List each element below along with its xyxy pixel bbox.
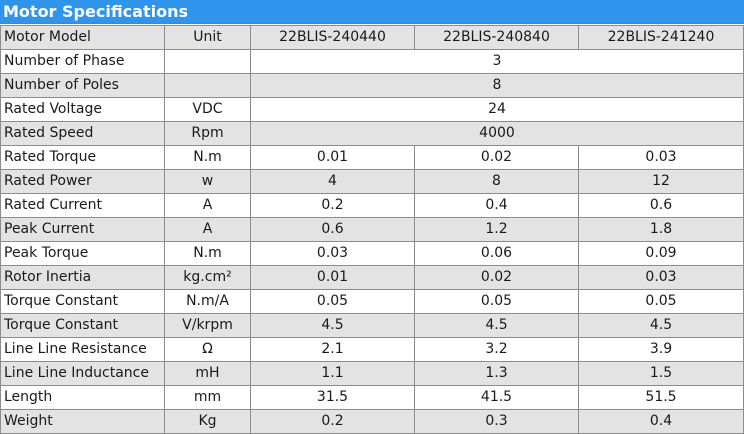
header-row: Motor Model Unit 22BLIS-240440 22BLIS-24… xyxy=(0,25,744,50)
header-model-cell: 22BLIS-241240 xyxy=(578,25,744,50)
table-row: Torque Constant N.m/A 0.05 0.05 0.05 xyxy=(0,289,744,314)
unit-cell: Rpm xyxy=(164,121,251,146)
value-cell-merged: 8 xyxy=(250,73,744,98)
unit-cell: kg.cm² xyxy=(164,265,251,290)
param-cell: Rated Power xyxy=(0,169,165,194)
unit-cell: A xyxy=(164,193,251,218)
value-cell: 0.01 xyxy=(250,145,415,170)
param-cell: Weight xyxy=(0,409,165,434)
table-row: Torque Constant V/krpm 4.5 4.5 4.5 xyxy=(0,313,744,338)
spec-table-body: Motor Model Unit 22BLIS-240440 22BLIS-24… xyxy=(0,25,744,434)
param-cell: Rated Torque xyxy=(0,145,165,170)
unit-cell xyxy=(164,73,251,98)
unit-cell: A xyxy=(164,217,251,242)
table-row: Rated Speed Rpm 4000 xyxy=(0,121,744,146)
table-row: Length mm 31.5 41.5 51.5 xyxy=(0,385,744,410)
param-cell: Number of Phase xyxy=(0,49,165,74)
value-cell: 0.4 xyxy=(414,193,579,218)
unit-cell: V/krpm xyxy=(164,313,251,338)
sheet-title: Motor Specifications xyxy=(0,0,744,24)
param-cell: Torque Constant xyxy=(0,289,165,314)
value-cell: 0.6 xyxy=(578,193,744,218)
value-cell: 4.5 xyxy=(578,313,744,338)
unit-cell: Ω xyxy=(164,337,251,362)
value-cell: 8 xyxy=(414,169,579,194)
value-cell: 3.9 xyxy=(578,337,744,362)
table-row: Rated Current A 0.2 0.4 0.6 xyxy=(0,193,744,218)
value-cell: 0.03 xyxy=(250,241,415,266)
value-cell: 0.01 xyxy=(250,265,415,290)
param-cell: Peak Torque xyxy=(0,241,165,266)
unit-cell: N.m xyxy=(164,241,251,266)
value-cell: 0.3 xyxy=(414,409,579,434)
table-row: Peak Current A 0.6 1.2 1.8 xyxy=(0,217,744,242)
value-cell: 1.2 xyxy=(414,217,579,242)
value-cell: 31.5 xyxy=(250,385,415,410)
header-model-cell: 22BLIS-240840 xyxy=(414,25,579,50)
header-unit-cell: Unit xyxy=(164,25,251,50)
value-cell: 0.09 xyxy=(578,241,744,266)
unit-cell: w xyxy=(164,169,251,194)
unit-cell: Kg xyxy=(164,409,251,434)
value-cell: 4.5 xyxy=(250,313,415,338)
unit-cell: mm xyxy=(164,385,251,410)
table-row: Number of Poles 8 xyxy=(0,73,744,98)
value-cell: 0.02 xyxy=(414,265,579,290)
value-cell: 0.05 xyxy=(578,289,744,314)
value-cell: 12 xyxy=(578,169,744,194)
value-cell: 0.03 xyxy=(578,145,744,170)
param-cell: Number of Poles xyxy=(0,73,165,98)
param-cell: Line Line Inductance xyxy=(0,361,165,386)
unit-cell: N.m/A xyxy=(164,289,251,314)
unit-cell: N.m xyxy=(164,145,251,170)
value-cell: 0.02 xyxy=(414,145,579,170)
table-row: Rotor Inertia kg.cm² 0.01 0.02 0.03 xyxy=(0,265,744,290)
spec-table: Motor Model Unit 22BLIS-240440 22BLIS-24… xyxy=(0,25,744,434)
table-row: Rated Torque N.m 0.01 0.02 0.03 xyxy=(0,145,744,170)
value-cell: 1.3 xyxy=(414,361,579,386)
value-cell: 0.06 xyxy=(414,241,579,266)
param-cell: Rated Current xyxy=(0,193,165,218)
value-cell: 0.05 xyxy=(250,289,415,314)
value-cell: 1.5 xyxy=(578,361,744,386)
header-model-cell: 22BLIS-240440 xyxy=(250,25,415,50)
value-cell-merged: 24 xyxy=(250,97,744,122)
value-cell: 4.5 xyxy=(414,313,579,338)
table-row: Weight Kg 0.2 0.3 0.4 xyxy=(0,409,744,434)
value-cell-merged: 3 xyxy=(250,49,744,74)
value-cell: 1.8 xyxy=(578,217,744,242)
param-cell: Rotor Inertia xyxy=(0,265,165,290)
value-cell: 0.05 xyxy=(414,289,579,314)
value-cell: 41.5 xyxy=(414,385,579,410)
table-row: Peak Torque N.m 0.03 0.06 0.09 xyxy=(0,241,744,266)
value-cell: 4 xyxy=(250,169,415,194)
param-cell: Torque Constant xyxy=(0,313,165,338)
table-row: Line Line Resistance Ω 2.1 3.2 3.9 xyxy=(0,337,744,362)
param-cell: Length xyxy=(0,385,165,410)
unit-cell xyxy=(164,49,251,74)
value-cell-merged: 4000 xyxy=(250,121,744,146)
value-cell: 0.03 xyxy=(578,265,744,290)
table-row: Number of Phase 3 xyxy=(0,49,744,74)
unit-cell: mH xyxy=(164,361,251,386)
value-cell: 51.5 xyxy=(578,385,744,410)
param-cell: Rated Voltage xyxy=(0,97,165,122)
value-cell: 1.1 xyxy=(250,361,415,386)
value-cell: 2.1 xyxy=(250,337,415,362)
table-row: Line Line Inductance mH 1.1 1.3 1.5 xyxy=(0,361,744,386)
table-row: Rated Voltage VDC 24 xyxy=(0,97,744,122)
value-cell: 0.6 xyxy=(250,217,415,242)
value-cell: 0.4 xyxy=(578,409,744,434)
unit-cell: VDC xyxy=(164,97,251,122)
param-cell: Peak Current xyxy=(0,217,165,242)
table-row: Rated Power w 4 8 12 xyxy=(0,169,744,194)
value-cell: 0.2 xyxy=(250,193,415,218)
value-cell: 3.2 xyxy=(414,337,579,362)
value-cell: 0.2 xyxy=(250,409,415,434)
param-cell: Rated Speed xyxy=(0,121,165,146)
header-param-cell: Motor Model xyxy=(0,25,165,50)
param-cell: Line Line Resistance xyxy=(0,337,165,362)
